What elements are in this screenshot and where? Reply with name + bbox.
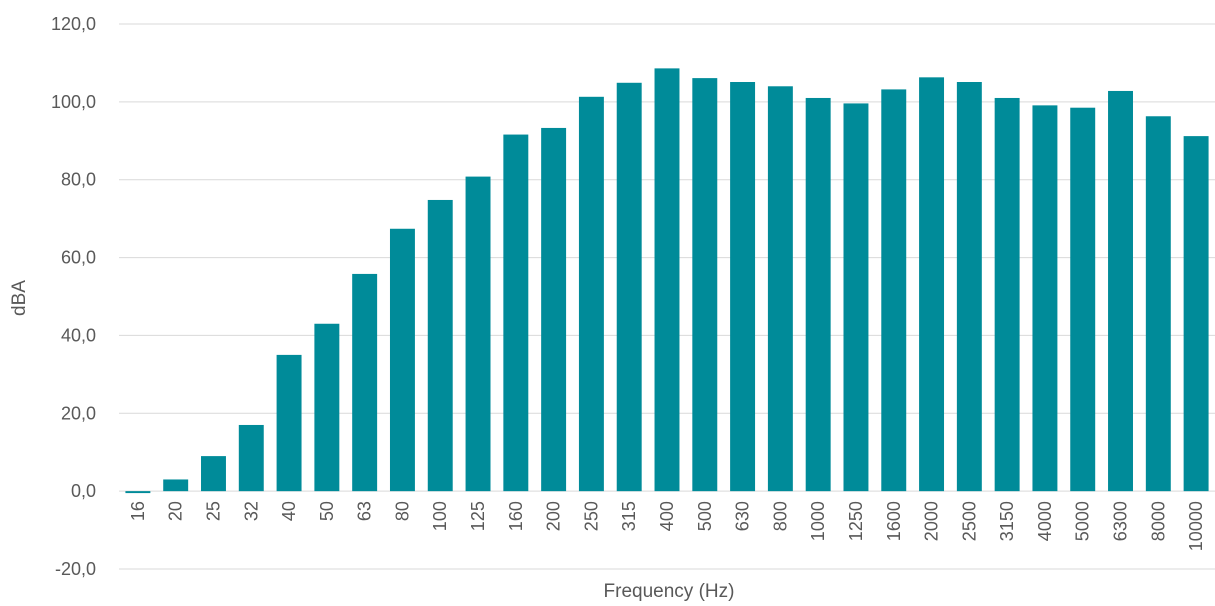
y-axis-title: dBA xyxy=(9,280,30,316)
y-tick-label: 0,0 xyxy=(71,481,96,501)
bar-63 xyxy=(352,273,378,492)
x-tick-label: 125 xyxy=(468,501,488,531)
bar-250 xyxy=(578,96,604,492)
x-tick-label: 80 xyxy=(392,501,412,521)
x-tick-label: 25 xyxy=(203,501,223,521)
bar-16 xyxy=(125,491,151,494)
y-tick-label: 20,0 xyxy=(61,403,96,423)
y-tick-label: 100,0 xyxy=(51,92,96,112)
x-tick-label: 3150 xyxy=(997,501,1017,541)
x-tick-label: 40 xyxy=(279,501,299,521)
x-tick-label: 2500 xyxy=(959,501,979,541)
bar-50 xyxy=(314,323,340,492)
bar-80 xyxy=(389,228,415,492)
x-tick-label: 100 xyxy=(430,501,450,531)
bar-32 xyxy=(238,424,264,492)
y-tick-label: 60,0 xyxy=(61,248,96,268)
bar-315 xyxy=(616,82,642,492)
y-tick-label: -20,0 xyxy=(55,559,96,579)
bar-8000 xyxy=(1145,116,1171,492)
bar-630 xyxy=(730,82,756,492)
x-tick-label: 1000 xyxy=(808,501,828,541)
x-tick-label: 4000 xyxy=(1035,501,1055,541)
x-tick-label: 315 xyxy=(619,501,639,531)
y-tick-label: 120,0 xyxy=(51,14,96,34)
x-tick-label: 20 xyxy=(166,501,186,521)
bar-100 xyxy=(427,199,453,492)
bar-20 xyxy=(163,479,189,492)
bar-40 xyxy=(276,354,302,492)
bar-5000 xyxy=(1070,107,1096,492)
bar-160 xyxy=(503,134,529,492)
x-tick-label: 630 xyxy=(733,501,753,531)
bar-25 xyxy=(201,456,226,492)
bar-2500 xyxy=(956,82,982,492)
y-tick-label: 80,0 xyxy=(61,170,96,190)
x-tick-label: 6300 xyxy=(1111,501,1131,541)
x-tick-label: 2000 xyxy=(922,501,942,541)
bars xyxy=(125,68,1209,494)
bar-10000 xyxy=(1183,136,1209,492)
x-tick-label: 200 xyxy=(544,501,564,531)
bar-1250 xyxy=(843,103,869,492)
y-axis-ticks: -20,0 0,0 20,0 40,0 60,0 80,0 100,0 120,0 xyxy=(51,14,96,579)
x-tick-label: 32 xyxy=(241,501,261,521)
bar-125 xyxy=(465,176,491,492)
x-tick-label: 63 xyxy=(355,501,375,521)
x-tick-label: 160 xyxy=(506,501,526,531)
bar-3150 xyxy=(994,97,1020,492)
x-tick-label: 1250 xyxy=(846,501,866,541)
x-tick-label: 5000 xyxy=(1073,501,1093,541)
x-tick-label: 8000 xyxy=(1148,501,1168,541)
x-tick-label: 400 xyxy=(657,501,677,531)
x-axis-ticks: 16 20 25 32 40 50 63 80 100 125 160 200 250 315 400 500… xyxy=(128,501,1206,551)
bar-400 xyxy=(654,68,680,492)
x-tick-label: 500 xyxy=(695,501,715,531)
bar-800 xyxy=(767,86,793,492)
x-axis-title: Frequency (Hz) xyxy=(604,581,735,602)
bar-1000 xyxy=(805,97,831,492)
x-tick-label: 250 xyxy=(581,501,601,531)
bar-1600 xyxy=(881,89,907,492)
x-tick-label: 50 xyxy=(317,501,337,521)
bar-4000 xyxy=(1032,105,1058,492)
bar-2000 xyxy=(919,77,945,492)
x-tick-label: 10000 xyxy=(1186,501,1206,551)
y-tick-label: 40,0 xyxy=(61,325,96,345)
bar-500 xyxy=(692,78,718,492)
bar-6300 xyxy=(1108,90,1133,492)
x-tick-label: 800 xyxy=(770,501,790,531)
bar-200 xyxy=(541,127,567,492)
x-tick-label: 16 xyxy=(128,501,148,521)
x-tick-label: 1600 xyxy=(884,501,904,541)
